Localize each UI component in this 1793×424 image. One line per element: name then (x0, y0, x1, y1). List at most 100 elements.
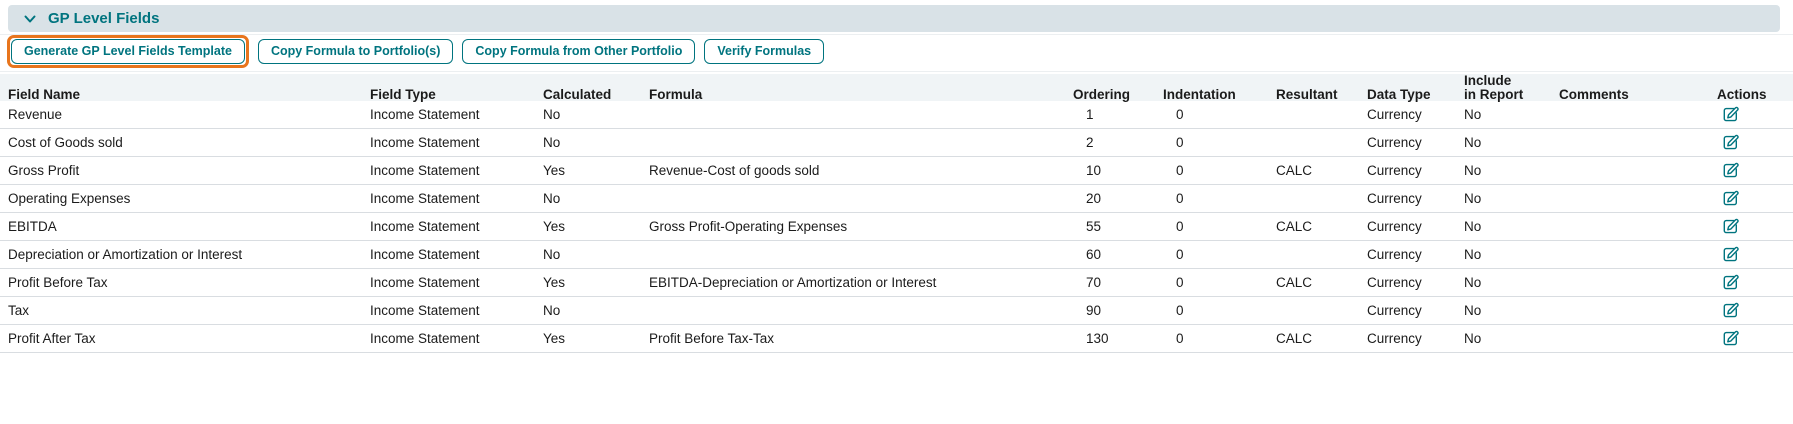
table-row: Cost of Goods sold Income Statement No 2… (0, 129, 1793, 157)
cell-include-in-report: No (1464, 135, 1482, 150)
edit-icon (1723, 330, 1739, 346)
edit-action-button[interactable] (1721, 105, 1740, 124)
cell-include-in-report: No (1464, 191, 1482, 206)
cell-include-in-report: No (1464, 275, 1482, 290)
edit-icon (1723, 246, 1739, 262)
column-header-resultant: Resultant (1276, 87, 1338, 102)
generate-gp-level-fields-template-button[interactable]: Generate GP Level Fields Template (11, 39, 245, 64)
edit-action-button[interactable] (1721, 133, 1740, 152)
column-header-indentation: Indentation (1163, 87, 1236, 102)
cell-actions (1717, 217, 1793, 236)
section-title: GP Level Fields (48, 10, 160, 27)
edit-action-button[interactable] (1721, 217, 1740, 236)
cell-include-in-report: No (1464, 163, 1482, 178)
table-header: Field Name Field Type Calculated Formula Ord… (0, 74, 1793, 102)
column-header-field-type: Field Type (370, 87, 436, 102)
cell-field-type: Income Statement (370, 331, 480, 346)
cell-actions (1717, 105, 1793, 124)
cell-data-type: Currency (1367, 331, 1422, 346)
cell-formula: Profit Before Tax-Tax (649, 331, 775, 346)
edit-action-button[interactable] (1721, 245, 1740, 264)
gp-level-fields-table: Field Name Field Type Calculated Formula Ord… (0, 71, 1793, 353)
copy-formula-to-portfolio-s-button[interactable]: Copy Formula to Portfolio(s) (257, 39, 454, 64)
section-divider (0, 34, 1793, 35)
edit-icon (1723, 218, 1739, 234)
cell-data-type: Currency (1367, 107, 1422, 122)
toolbar: Generate GP Level Fields Template Copy Fo… (0, 35, 1793, 68)
edit-action-button[interactable] (1721, 161, 1740, 180)
cell-ordering: 90 (1086, 303, 1102, 318)
cell-field-name: Profit After Tax (8, 331, 96, 346)
copy-formula-from-other-portfolio-button[interactable]: Copy Formula from Other Portfolio (462, 39, 696, 64)
edit-action-button[interactable] (1721, 301, 1740, 320)
table-row: Tax Income Statement No 90 0 Currency No (0, 297, 1793, 325)
cell-calculated: No (543, 303, 561, 318)
column-header-data-type: Data Type (1367, 87, 1431, 102)
chevron-down-icon[interactable] (22, 11, 38, 27)
cell-ordering: 2 (1086, 135, 1094, 150)
column-header-actions: Actions (1717, 87, 1767, 102)
table-row: Gross Profit Income Statement Yes Revenu… (0, 157, 1793, 185)
cell-ordering: 55 (1086, 219, 1102, 234)
cell-formula: Gross Profit-Operating Expenses (649, 219, 848, 234)
table-row: Revenue Income Statement No 1 0 Currency… (0, 101, 1793, 129)
edit-action-button[interactable] (1721, 329, 1740, 348)
cell-ordering: 20 (1086, 191, 1102, 206)
cell-field-type: Income Statement (370, 107, 480, 122)
cell-indentation: 0 (1176, 331, 1184, 346)
verify-formulas-button[interactable]: Verify Formulas (704, 39, 825, 64)
cell-include-in-report: No (1464, 331, 1482, 346)
cell-field-name: EBITDA (8, 219, 57, 234)
cell-field-type: Income Statement (370, 247, 480, 262)
table-body: Revenue Income Statement No 1 0 Currency… (0, 101, 1793, 353)
cell-data-type: Currency (1367, 135, 1422, 150)
cell-resultant: CALC (1276, 219, 1313, 234)
column-header-formula: Formula (649, 87, 703, 102)
cell-formula: EBITDA-Depreciation or Amortization or I… (649, 275, 937, 290)
cell-field-type: Income Statement (370, 275, 480, 290)
cell-data-type: Currency (1367, 163, 1422, 178)
cell-data-type: Currency (1367, 275, 1422, 290)
edit-icon (1723, 274, 1739, 290)
cell-actions (1717, 189, 1793, 208)
cell-field-type: Income Statement (370, 135, 480, 150)
cell-actions (1717, 245, 1793, 264)
cell-actions (1717, 161, 1793, 180)
cell-include-in-report: No (1464, 219, 1482, 234)
cell-field-name: Profit Before Tax (8, 275, 108, 290)
cell-calculated: No (543, 107, 561, 122)
cell-field-name: Revenue (8, 107, 63, 122)
cell-calculated: Yes (543, 163, 566, 178)
cell-ordering: 1 (1086, 107, 1094, 122)
column-header-include-in-report: Include in Report (1464, 73, 1524, 102)
cell-actions (1717, 329, 1793, 348)
table-row: Depreciation or Amortization or Interest… (0, 241, 1793, 269)
cell-calculated: No (543, 135, 561, 150)
column-header-calculated: Calculated (543, 87, 612, 102)
edit-icon (1723, 106, 1739, 122)
cell-field-type: Income Statement (370, 163, 480, 178)
cell-calculated: Yes (543, 331, 566, 346)
cell-calculated: Yes (543, 219, 566, 234)
cell-indentation: 0 (1176, 275, 1184, 290)
cell-field-name: Depreciation or Amortization or Interest (8, 247, 243, 262)
edit-action-button[interactable] (1721, 189, 1740, 208)
column-header-ordering: Ordering (1073, 87, 1131, 102)
cell-field-name: Tax (8, 303, 30, 318)
cell-indentation: 0 (1176, 303, 1184, 318)
cell-ordering: 60 (1086, 247, 1102, 262)
cell-actions (1717, 301, 1793, 320)
table-row: EBITDA Income Statement Yes Gross Profit… (0, 213, 1793, 241)
column-header-field-name: Field Name (8, 87, 81, 102)
column-header-comments: Comments (1559, 87, 1629, 102)
cell-calculated: No (543, 247, 561, 262)
cell-indentation: 0 (1176, 107, 1184, 122)
cell-indentation: 0 (1176, 247, 1184, 262)
cell-field-name: Operating Expenses (8, 191, 131, 206)
cell-ordering: 130 (1086, 331, 1109, 346)
edit-icon (1723, 134, 1739, 150)
edit-action-button[interactable] (1721, 273, 1740, 292)
cell-actions (1717, 273, 1793, 292)
gp-level-fields-section-header[interactable]: GP Level Fields (8, 5, 1780, 32)
cell-ordering: 70 (1086, 275, 1102, 290)
